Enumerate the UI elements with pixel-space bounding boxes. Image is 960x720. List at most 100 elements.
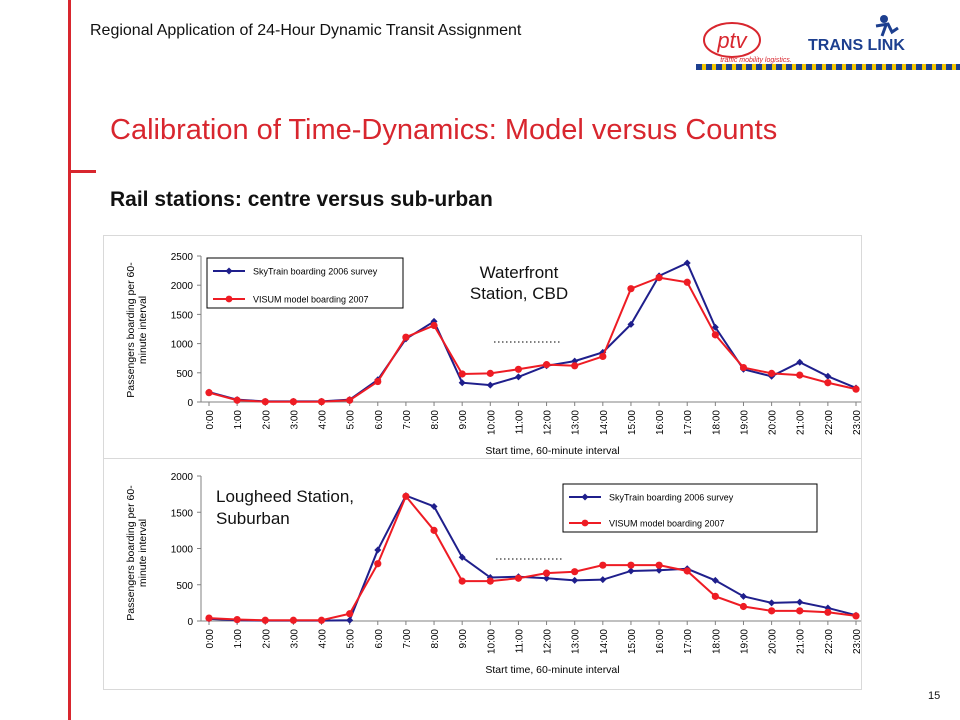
y-tick-label: 2000 bbox=[171, 472, 194, 483]
data-point-model bbox=[711, 331, 719, 339]
data-point-survey bbox=[458, 553, 466, 561]
data-point-survey bbox=[824, 604, 832, 612]
legend-label: SkyTrain boarding 2006 survey bbox=[609, 493, 734, 503]
data-point-survey bbox=[346, 616, 354, 624]
data-point-model bbox=[289, 616, 297, 624]
series-line-model bbox=[208, 276, 857, 403]
waterfront-chart: 0 500 1000 1500 2000 2500 0:00 1:00 2:00 3:00 4:00… bbox=[103, 235, 862, 459]
data-point-survey bbox=[796, 598, 804, 606]
data-point-model bbox=[542, 361, 551, 369]
data-point-survey bbox=[458, 379, 466, 387]
page-number: 15 bbox=[928, 690, 941, 702]
x-tick-label: 7:00 bbox=[402, 410, 413, 430]
data-point-model bbox=[711, 592, 719, 600]
x-tick-label: 15:00 bbox=[627, 629, 638, 654]
data-point-model bbox=[233, 615, 241, 624]
x-tick-label: 3:00 bbox=[289, 629, 300, 649]
x-tick-label: 15:00 bbox=[627, 410, 638, 435]
data-point-survey bbox=[430, 502, 438, 510]
data-point-model bbox=[655, 561, 663, 569]
data-point-survey bbox=[796, 358, 804, 366]
x-tick-label: 12:00 bbox=[543, 629, 554, 654]
x-tick-label: 20:00 bbox=[768, 629, 779, 654]
x-tick-label: 10:00 bbox=[486, 629, 497, 654]
x-tick-label: 14:00 bbox=[599, 410, 610, 435]
x-tick-label: 5:00 bbox=[346, 410, 357, 430]
x-tick-label: 11:00 bbox=[514, 629, 525, 654]
x-tick-label: 14:00 bbox=[599, 629, 610, 654]
data-point-model bbox=[374, 377, 382, 386]
header-rule bbox=[696, 64, 960, 70]
data-point-model bbox=[542, 569, 551, 577]
data-point-survey bbox=[627, 320, 635, 328]
data-point-model bbox=[627, 561, 635, 569]
data-point-model bbox=[796, 607, 804, 615]
y-axis-title-line: minute interval bbox=[137, 296, 149, 364]
legend-label: VISUM model boarding 2007 bbox=[609, 519, 725, 529]
y-axis-title-line: Passengers boarding per 60- bbox=[125, 485, 137, 621]
y-tick-label: 1000 bbox=[171, 340, 194, 351]
data-point-model bbox=[346, 610, 354, 618]
data-point-model bbox=[571, 568, 579, 576]
legend-marker bbox=[581, 493, 589, 501]
slide-title: Calibration of Time-Dynamics: Model vers… bbox=[110, 114, 778, 146]
data-point-model bbox=[768, 369, 776, 377]
data-point-survey bbox=[768, 599, 776, 607]
x-tick-label: 9:00 bbox=[458, 629, 469, 649]
x-tick-label: 2:00 bbox=[261, 410, 272, 430]
x-tick-label: 19:00 bbox=[739, 410, 750, 435]
data-point-model bbox=[233, 396, 241, 404]
data-point-model bbox=[571, 362, 579, 370]
x-tick-label: 0:00 bbox=[205, 629, 216, 649]
data-point-model bbox=[599, 352, 607, 361]
ptv-logo-text: ptv bbox=[716, 28, 748, 53]
x-tick-label: 23:00 bbox=[852, 629, 861, 654]
waterfront-chart-svg: 0 500 1000 1500 2000 2500 0:00 1:00 2:00 3:00 4:00… bbox=[125, 252, 861, 457]
x-tick-label: 16:00 bbox=[655, 629, 666, 654]
station-annotation-line: Waterfront bbox=[480, 263, 559, 282]
station-annotation-line: Suburban bbox=[216, 509, 290, 528]
data-point-survey bbox=[655, 566, 663, 574]
data-point-survey bbox=[824, 372, 832, 380]
data-point-survey bbox=[627, 567, 635, 575]
data-point-model bbox=[852, 385, 860, 393]
data-point-model bbox=[261, 398, 269, 406]
data-point-survey bbox=[711, 576, 719, 584]
y-axis-title-line: Passengers boarding per 60- bbox=[125, 262, 137, 398]
data-point-model bbox=[824, 379, 832, 387]
data-point-survey bbox=[571, 576, 579, 584]
x-tick-label: 13:00 bbox=[571, 629, 582, 654]
data-point-model bbox=[768, 607, 776, 615]
data-point-model bbox=[852, 612, 860, 620]
x-tick-label: 18:00 bbox=[711, 629, 722, 654]
data-point-model bbox=[430, 526, 438, 534]
x-tick-label: 5:00 bbox=[346, 629, 357, 649]
data-point-model bbox=[317, 616, 326, 624]
left-accent-dash bbox=[68, 170, 96, 173]
y-tick-label: 2500 bbox=[171, 252, 194, 263]
legend-box bbox=[562, 483, 818, 533]
data-point-model bbox=[458, 577, 466, 585]
x-tick-label: 23:00 bbox=[852, 410, 861, 435]
x-tick-label: 22:00 bbox=[824, 410, 835, 435]
x-tick-label: 7:00 bbox=[402, 629, 413, 649]
header-title: Regional Application of 24-Hour Dynamic … bbox=[90, 22, 522, 39]
x-tick-label: 6:00 bbox=[374, 410, 385, 430]
y-axis-title-line: minute interval bbox=[137, 519, 149, 587]
x-tick-label: 18:00 bbox=[711, 410, 722, 435]
series-line-model bbox=[208, 494, 857, 622]
x-axis-title: Start time, 60-minute interval bbox=[485, 445, 619, 457]
data-point-model bbox=[402, 333, 410, 341]
data-point-model bbox=[205, 389, 213, 397]
x-tick-label: 21:00 bbox=[796, 629, 807, 654]
data-point-model bbox=[289, 398, 297, 406]
data-point-model bbox=[514, 574, 523, 582]
lougheed-chart: 0 500 1000 1500 2000 0:00 1:00 2:00 3:00 4:00 5:00… bbox=[103, 458, 862, 690]
data-point-model bbox=[317, 398, 326, 406]
x-tick-label: 4:00 bbox=[318, 410, 329, 430]
data-point-model bbox=[796, 371, 804, 379]
data-point-model bbox=[824, 608, 832, 616]
x-tick-label: 17:00 bbox=[683, 410, 694, 435]
data-point-model bbox=[739, 602, 748, 611]
legend-label: SkyTrain boarding 2006 survey bbox=[253, 267, 378, 277]
